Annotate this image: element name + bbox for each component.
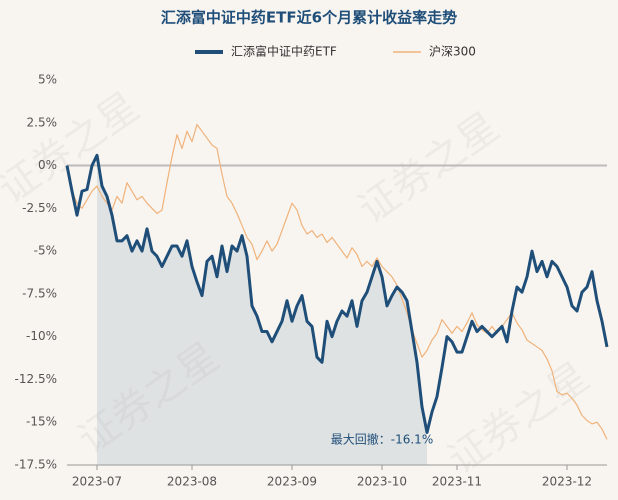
y-tick-label: -10%: [26, 329, 57, 343]
y-tick-label: 0%: [38, 158, 57, 172]
drawdown-label: 最大回撤：-16.1%: [331, 432, 433, 447]
y-tick-label: -2.5%: [22, 201, 57, 215]
y-tick-label: 2.5%: [27, 115, 58, 129]
series-line: [66, 123, 608, 440]
y-tick-label: -15%: [26, 415, 57, 429]
y-tick-label: 5%: [38, 73, 57, 87]
x-tick-label: 2023-08: [167, 475, 217, 489]
x-tick-label: 2023-12: [542, 475, 592, 489]
chart-title: 汇添富中证中药ETF近6个月累计收益率走势: [161, 9, 457, 27]
legend-label: 汇添富中证中药ETF: [231, 44, 337, 59]
y-tick-label: -17.5%: [15, 458, 57, 472]
y-tick-label: -12.5%: [15, 372, 57, 386]
drawdown-area: [97, 155, 427, 466]
x-tick-label: 2023-11: [432, 475, 482, 489]
x-tick-label: 2023-09: [267, 475, 317, 489]
y-tick-label: -5%: [34, 244, 57, 258]
y-tick-label: -7.5%: [22, 286, 57, 300]
x-tick-label: 2023-10: [357, 475, 407, 489]
series-line: [65, 153, 609, 434]
legend-label: 沪深300: [429, 45, 476, 59]
x-tick-label: 2023-07: [72, 475, 122, 489]
